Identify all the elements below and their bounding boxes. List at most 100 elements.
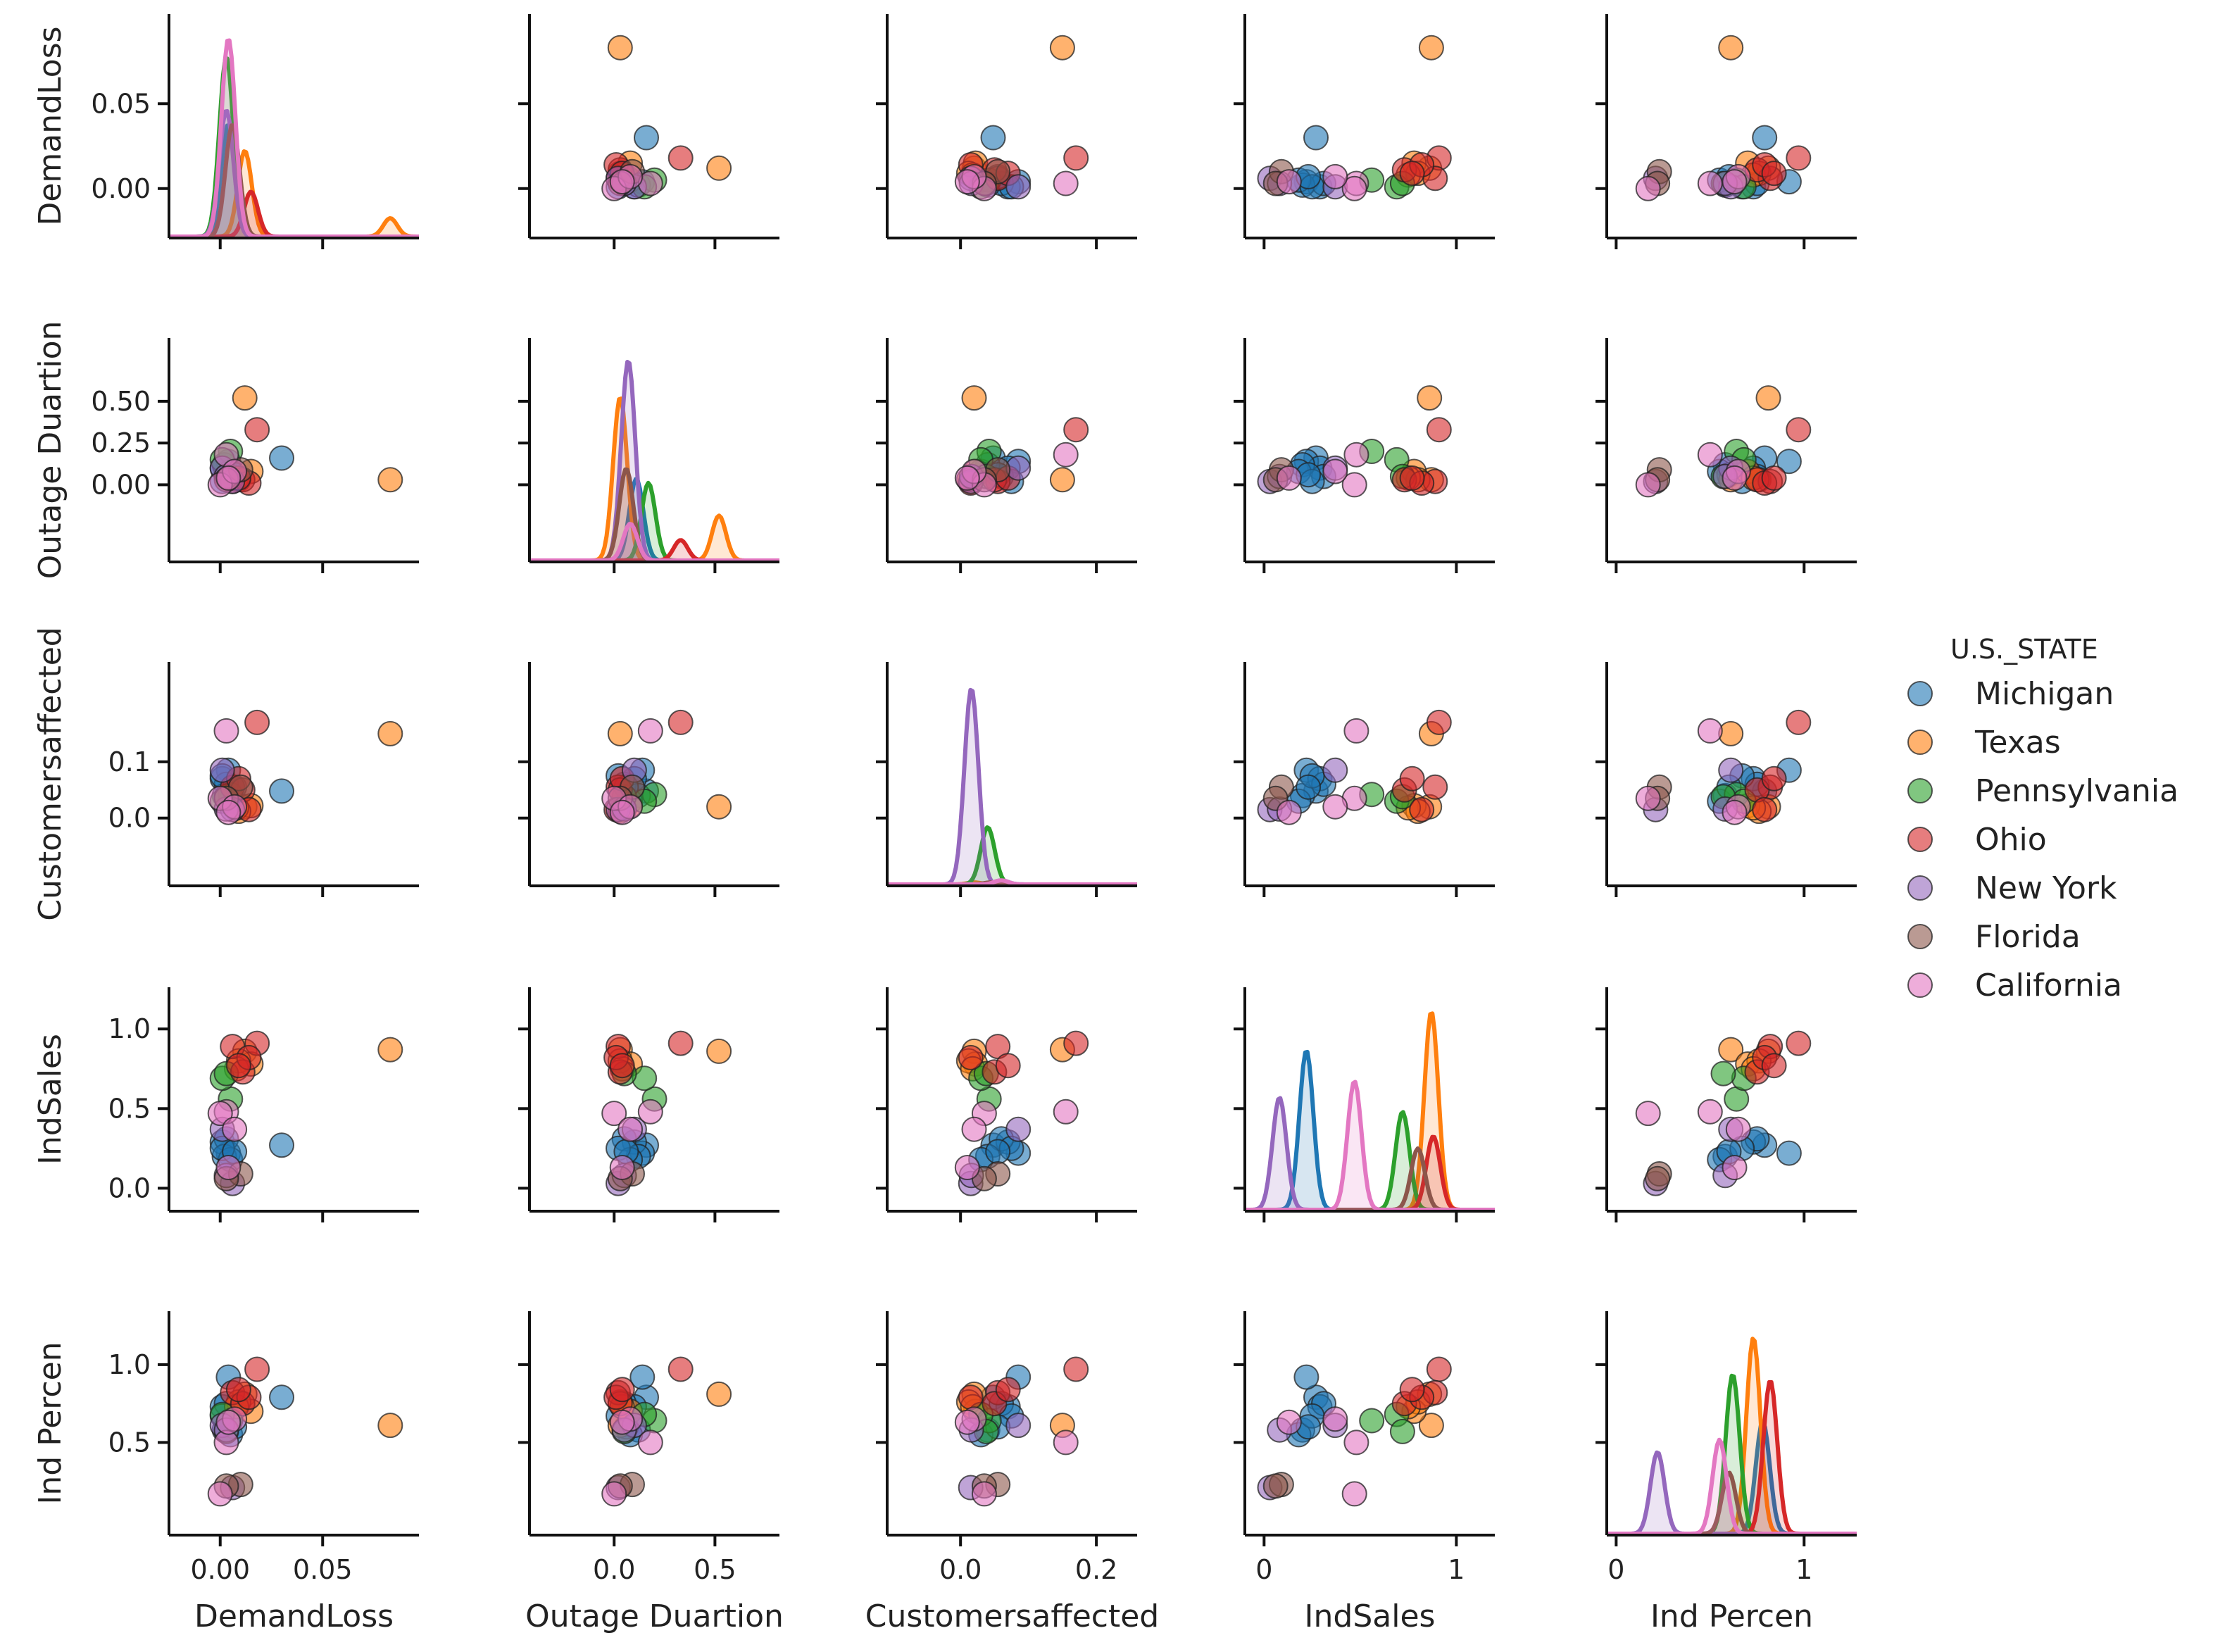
kde-fill-new-york: [1245, 1098, 1495, 1210]
y-tick-label: 0.0: [108, 1172, 151, 1203]
point-ohio: [244, 1356, 270, 1382]
panel-demandloss-vs-customersaffected: [876, 14, 1137, 249]
point-california: [1276, 169, 1302, 195]
point-ohio: [958, 1384, 984, 1410]
point-california: [954, 1409, 980, 1435]
point-california: [601, 1101, 627, 1127]
y-tick-label: 0.5: [108, 1093, 151, 1124]
y-axis-title-ind-percen: Ind Percen: [32, 1341, 68, 1504]
x-axis-title-indsales: IndSales: [1305, 1598, 1436, 1634]
x-tick-label: 0.0: [939, 1554, 982, 1585]
legend-label: New York: [1975, 870, 2117, 906]
point-california: [961, 1116, 987, 1142]
point-california: [637, 1099, 663, 1125]
point-california: [1725, 1116, 1751, 1142]
point-california: [954, 1155, 980, 1180]
legend-item-california: California: [1907, 968, 2122, 1003]
panel-ind-percen-vs-indsales: 0 1 IndSales: [1234, 1311, 1495, 1634]
panel-ind-percen-vs-ind-percen: 0 1 Ind Percen: [1596, 1311, 1857, 1634]
legend-marker: [1907, 681, 1933, 706]
point-california: [1635, 472, 1661, 498]
panel-outage-duartion-vs-outage-duartion: [518, 338, 779, 573]
point-michigan: [1293, 1364, 1319, 1390]
point-michigan: [1296, 774, 1322, 800]
panel-customersaffected-vs-outage-duartion: [518, 662, 779, 897]
point-california: [617, 1116, 644, 1142]
legend-item-texas: Texas: [1907, 725, 2061, 761]
point-ohio: [1761, 161, 1787, 187]
point-ohio: [667, 1356, 694, 1382]
y-tick-label: 0.05: [91, 88, 151, 119]
legend-marker: [1907, 827, 1933, 852]
point-ohio: [1399, 1377, 1425, 1403]
point-ohio: [1786, 1030, 1812, 1056]
kde-fill-texas: [169, 151, 419, 237]
point-michigan: [269, 1132, 294, 1158]
kde-fill-florida: [169, 125, 419, 237]
point-california: [1635, 785, 1661, 811]
kde-fill-new-york: [1607, 1452, 1857, 1534]
point-ohio: [1752, 796, 1778, 822]
point-ohio: [1426, 1356, 1452, 1382]
point-michigan: [985, 1139, 1011, 1165]
point-ohio: [225, 1377, 251, 1403]
point-california: [1276, 465, 1302, 491]
legend-marker: [1907, 730, 1933, 755]
legend-title: U.S._STATE: [1950, 634, 2098, 665]
point-texas: [961, 385, 987, 411]
kde-fill-ohio: [1245, 1137, 1495, 1210]
y-tick-label: 0.1: [108, 746, 151, 777]
legend-marker: [1907, 924, 1933, 949]
point-ohio: [244, 709, 270, 735]
panel-ind-percen-vs-customersaffected: 0.0 0.2 Customersaffected: [865, 1311, 1159, 1634]
point-ohio: [667, 1030, 694, 1056]
point-ohio: [995, 1053, 1021, 1079]
point-california: [954, 465, 980, 491]
x-tick-label: 0: [1255, 1554, 1272, 1585]
point-ohio: [225, 1053, 251, 1079]
y-tick-label: 1.0: [108, 1013, 151, 1044]
kde-fill-michigan: [1245, 1051, 1495, 1210]
point-california: [1635, 1101, 1661, 1127]
point-texas: [1049, 467, 1075, 493]
point-california: [1697, 718, 1723, 744]
point-michigan: [1776, 449, 1802, 475]
point-pennsylvania: [1389, 1418, 1415, 1444]
point-california: [215, 1155, 242, 1180]
point-texas: [607, 35, 633, 61]
legend-item-pennsylvania: Pennsylvania: [1907, 773, 2178, 809]
point-michigan: [269, 778, 294, 804]
point-california: [1053, 170, 1079, 196]
y-tick-label: 0.5: [108, 1427, 151, 1458]
point-california: [609, 169, 635, 195]
point-california: [637, 1429, 663, 1456]
point-texas: [1049, 35, 1075, 61]
y-axis-title-outage-duartion: Outage Duartion: [32, 321, 68, 580]
point-california: [1053, 1429, 1079, 1456]
legend: U.S._STATE Michigan Texas Pennsylvania Ohio N…: [1907, 634, 2178, 1003]
x-tick-label: 0.05: [293, 1554, 353, 1585]
point-california: [601, 1481, 627, 1507]
point-texas: [1417, 385, 1443, 411]
point-michigan: [1752, 125, 1778, 151]
point-new-york: [209, 757, 235, 783]
y-tick-label: 0.50: [91, 386, 151, 417]
x-tick-label: 0.2: [1075, 1554, 1117, 1585]
point-texas: [377, 1413, 403, 1439]
x-tick-label: 1: [1448, 1554, 1465, 1585]
x-axis-title-demandloss: DemandLoss: [194, 1598, 394, 1634]
point-ohio: [1063, 1030, 1089, 1056]
point-california: [1341, 175, 1367, 201]
point-california: [1722, 169, 1748, 195]
kde-fill-pennsylvania: [1607, 1375, 1857, 1534]
point-texas: [607, 720, 633, 746]
point-texas: [1418, 1413, 1444, 1439]
point-texas: [1755, 385, 1781, 411]
point-ohio: [1786, 145, 1812, 171]
point-ohio: [1063, 1356, 1089, 1382]
point-california: [1343, 442, 1369, 468]
point-california: [1276, 1409, 1302, 1435]
panel-demandloss-vs-indsales: [1234, 14, 1495, 249]
